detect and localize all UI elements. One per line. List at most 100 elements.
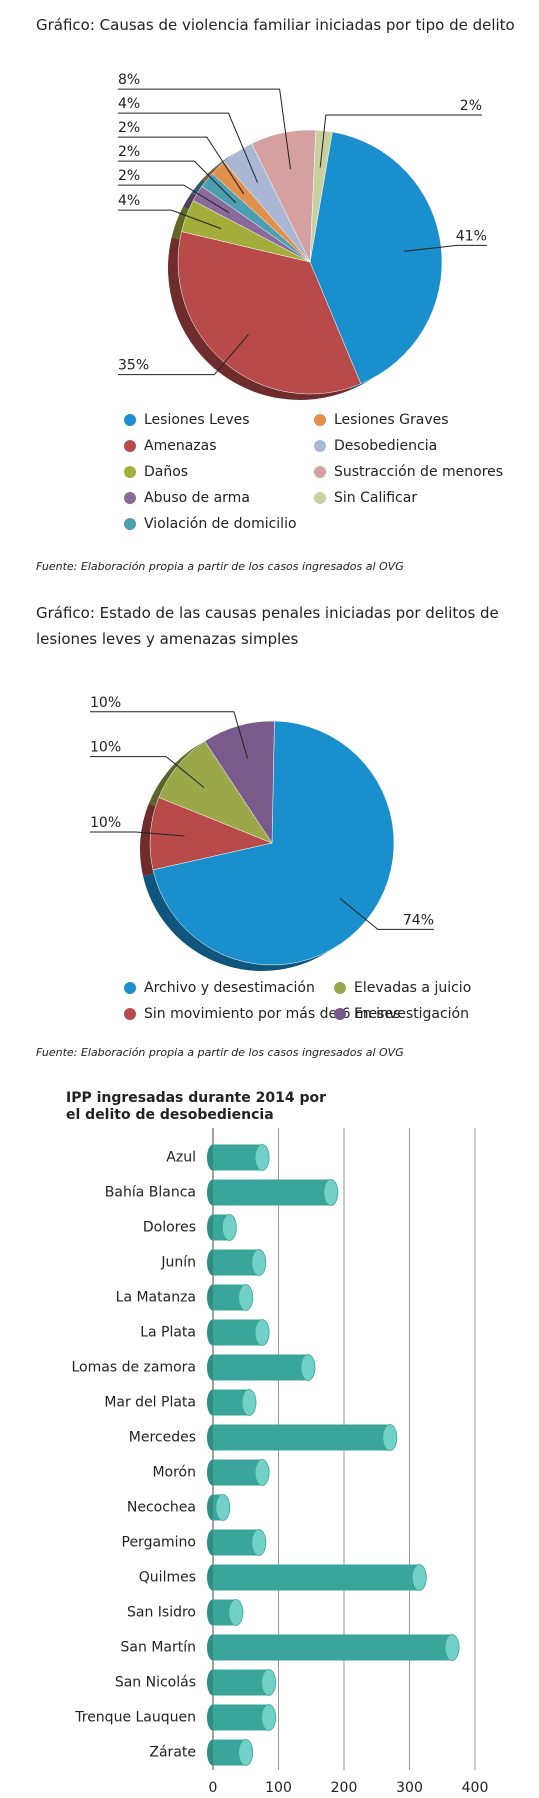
- bar: [213, 1424, 390, 1451]
- legend-swatch: [334, 982, 346, 994]
- x-tick-label: 100: [265, 1780, 292, 1796]
- leader-line: [404, 244, 487, 252]
- y-tick-label: Morón: [152, 1465, 196, 1481]
- chart-title: Gráfico: Causas de violencia familiar in…: [36, 16, 515, 34]
- y-tick-label: Lomas de zamora: [72, 1360, 197, 1376]
- legend-label: En investigación: [354, 1006, 469, 1022]
- legend-label: Abuso de arma: [144, 490, 250, 506]
- legend-swatch: [314, 492, 326, 504]
- x-tick-label: 200: [331, 1780, 358, 1796]
- bar: [213, 1634, 453, 1661]
- cylinder-cap: [444, 1634, 460, 1661]
- legend-label: Elevadas a juicio: [354, 980, 471, 996]
- legend-label: Lesiones Graves: [334, 412, 449, 428]
- cylinder-cap: [254, 1459, 270, 1486]
- cylinder-cap: [251, 1529, 267, 1556]
- legend-swatch: [334, 1008, 346, 1020]
- cylinder-cap: [251, 1249, 267, 1276]
- leader-line: [90, 711, 249, 759]
- data-label: 74%: [403, 912, 434, 928]
- leader-line: [339, 898, 434, 930]
- y-tick-label: San Nicolás: [115, 1675, 196, 1691]
- bar: [213, 1249, 259, 1276]
- legend-swatch: [314, 440, 326, 452]
- data-label: 41%: [456, 228, 487, 244]
- cylinder-cap: [228, 1599, 244, 1626]
- cylinder-cap: [261, 1704, 277, 1731]
- legend-swatch: [314, 414, 326, 426]
- leader-line: [90, 756, 205, 788]
- legend-swatch: [124, 982, 136, 994]
- chart-title: Gráfico: Estado de las causas penales in…: [36, 604, 499, 648]
- bar: [213, 1459, 263, 1486]
- y-tick-label: Pergamino: [122, 1535, 197, 1551]
- data-label: 10%: [90, 695, 121, 711]
- legend-swatch: [314, 466, 326, 478]
- cylinder-cap: [323, 1179, 339, 1206]
- y-tick-label: Bahía Blanca: [105, 1185, 196, 1201]
- y-tick-label: Dolores: [143, 1220, 196, 1236]
- y-tick-label: Azul: [166, 1150, 196, 1166]
- legend-label: Lesiones Leves: [144, 412, 250, 428]
- bar: [213, 1179, 331, 1206]
- leader-line: [118, 88, 291, 170]
- bar: [213, 1564, 420, 1591]
- cylinder-cap: [382, 1424, 398, 1451]
- leader-line: [319, 114, 482, 168]
- leader-line: [118, 184, 230, 213]
- data-label: 4%: [118, 193, 140, 209]
- legend-label: Desobediencia: [334, 438, 437, 454]
- y-tick-label: San Isidro: [127, 1605, 196, 1621]
- legend-swatch: [124, 1008, 136, 1020]
- y-tick-label: San Martín: [121, 1640, 196, 1656]
- y-tick-label: Necochea: [127, 1500, 196, 1516]
- cylinder-cap: [300, 1354, 316, 1381]
- leader-line: [118, 136, 245, 195]
- legend-swatch: [124, 440, 136, 452]
- cylinder-cap: [254, 1319, 270, 1346]
- cylinder-cap: [241, 1389, 257, 1416]
- source-note: Fuente: Elaboración propia a partir de l…: [36, 560, 404, 573]
- bar: [213, 1354, 308, 1381]
- legend-swatch: [124, 518, 136, 530]
- y-tick-label: Mar del Plata: [104, 1395, 196, 1411]
- legend-label: Daños: [144, 464, 188, 480]
- cylinder-cap: [254, 1144, 270, 1171]
- data-label: 2%: [118, 144, 140, 160]
- data-label: 8%: [118, 72, 140, 88]
- leader-line: [118, 112, 259, 183]
- data-label: 2%: [460, 98, 482, 114]
- bar: [213, 1144, 263, 1171]
- y-tick-label: Trenque Lauquen: [74, 1710, 196, 1726]
- legend-label: Archivo y desestimación: [144, 980, 315, 996]
- leader-line: [118, 209, 222, 230]
- chart-title: IPP ingresadas durante 2014 por el delit…: [66, 1090, 326, 1123]
- y-tick-label: La Matanza: [116, 1290, 196, 1306]
- cylinder-cap: [261, 1669, 277, 1696]
- cylinder-cap: [238, 1284, 254, 1311]
- x-tick-label: 300: [396, 1780, 423, 1796]
- legend-label: Sustracción de menores: [334, 464, 503, 480]
- data-label: 4%: [118, 96, 140, 112]
- legend-label: Amenazas: [144, 438, 217, 454]
- bar: [213, 1319, 263, 1346]
- y-tick-label: Junín: [160, 1255, 196, 1271]
- data-label: 2%: [118, 168, 140, 184]
- cylinder-cap: [411, 1564, 427, 1591]
- legend-swatch: [124, 414, 136, 426]
- y-tick-label: Zárate: [149, 1745, 196, 1761]
- legend-label: Sin Calificar: [334, 490, 417, 506]
- y-tick-label: Mercedes: [129, 1430, 196, 1446]
- x-tick-label: 400: [462, 1780, 489, 1796]
- y-tick-label: La Plata: [140, 1325, 196, 1341]
- cylinder-cap: [238, 1739, 254, 1766]
- leader-line: [118, 160, 237, 204]
- leader-line: [118, 334, 249, 376]
- data-label: 10%: [90, 740, 121, 756]
- data-label: 35%: [118, 358, 149, 374]
- legend-label: Violación de domicilio: [144, 516, 297, 532]
- data-label: 2%: [118, 120, 140, 136]
- bar: [213, 1704, 269, 1731]
